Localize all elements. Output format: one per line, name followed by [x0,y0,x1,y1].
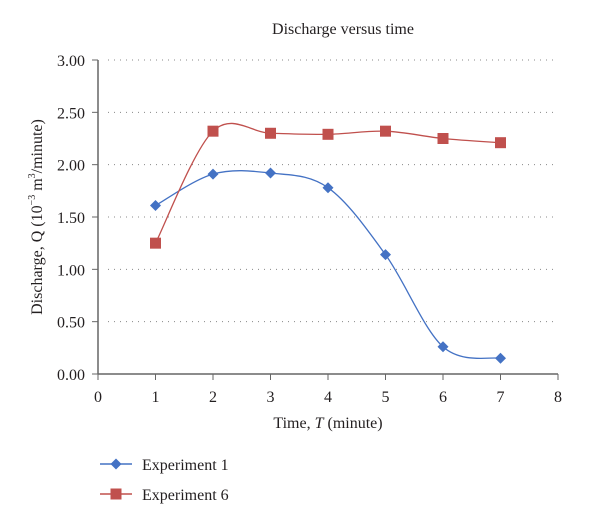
series-1 [150,167,506,364]
legend-marker [110,488,122,500]
y-tick-label: 0.00 [57,367,85,384]
y-tick-labels: 0.00 0.50 1.00 1.50 2.00 2.50 3.00 [57,53,85,384]
y-tick-label: 1.00 [57,262,85,279]
legend-marker [110,458,122,470]
x-tick-label: 6 [439,389,447,406]
axes [92,59,559,380]
x-tick-label: 0 [94,389,102,406]
data-point [495,352,506,364]
data-point [495,137,506,149]
data-point [380,249,391,261]
y-tick-label: 1.50 [57,210,85,227]
y-tick-label: 2.50 [57,105,85,122]
x-tick-label: 4 [324,389,332,406]
y-axis-label: Discharge, Q (10−3 m3/minute) [27,119,46,315]
data-point [265,127,276,139]
x-tick-label: 2 [209,389,217,406]
x-tick-label: 8 [554,389,562,406]
series-line [155,170,501,360]
legend-label: Experiment 6 [142,487,229,504]
data-point [322,128,334,140]
x-axis-label: Time, T (minute) [273,415,382,432]
x-tick-label: 1 [152,389,160,406]
data-point [322,182,334,194]
data-point [207,168,219,180]
data-point [150,199,161,211]
data-point [207,125,219,137]
x-tick-label: 3 [267,389,275,406]
y-tick-label: 0.50 [57,315,85,332]
y-tick-label: 3.00 [57,53,85,70]
data-point [437,341,449,353]
x-tick-label: 7 [497,389,505,406]
data-point [150,237,161,249]
x-tick-labels: 0 1 2 3 4 5 6 7 8 [94,389,562,406]
data-point [265,167,276,179]
legend-item: Experiment 1 [100,457,229,474]
data-point [380,125,391,137]
y-tick-label: 2.00 [57,158,85,175]
chart-title: Discharge versus time [272,21,414,38]
legend-item: Experiment 6 [100,487,229,504]
series-group [150,122,506,364]
legend-label: Experiment 1 [142,457,229,474]
series-2 [150,122,506,249]
x-tick-label: 5 [382,389,390,406]
data-point [437,133,449,144]
legend: Experiment 1 Experiment 6 [100,457,229,504]
